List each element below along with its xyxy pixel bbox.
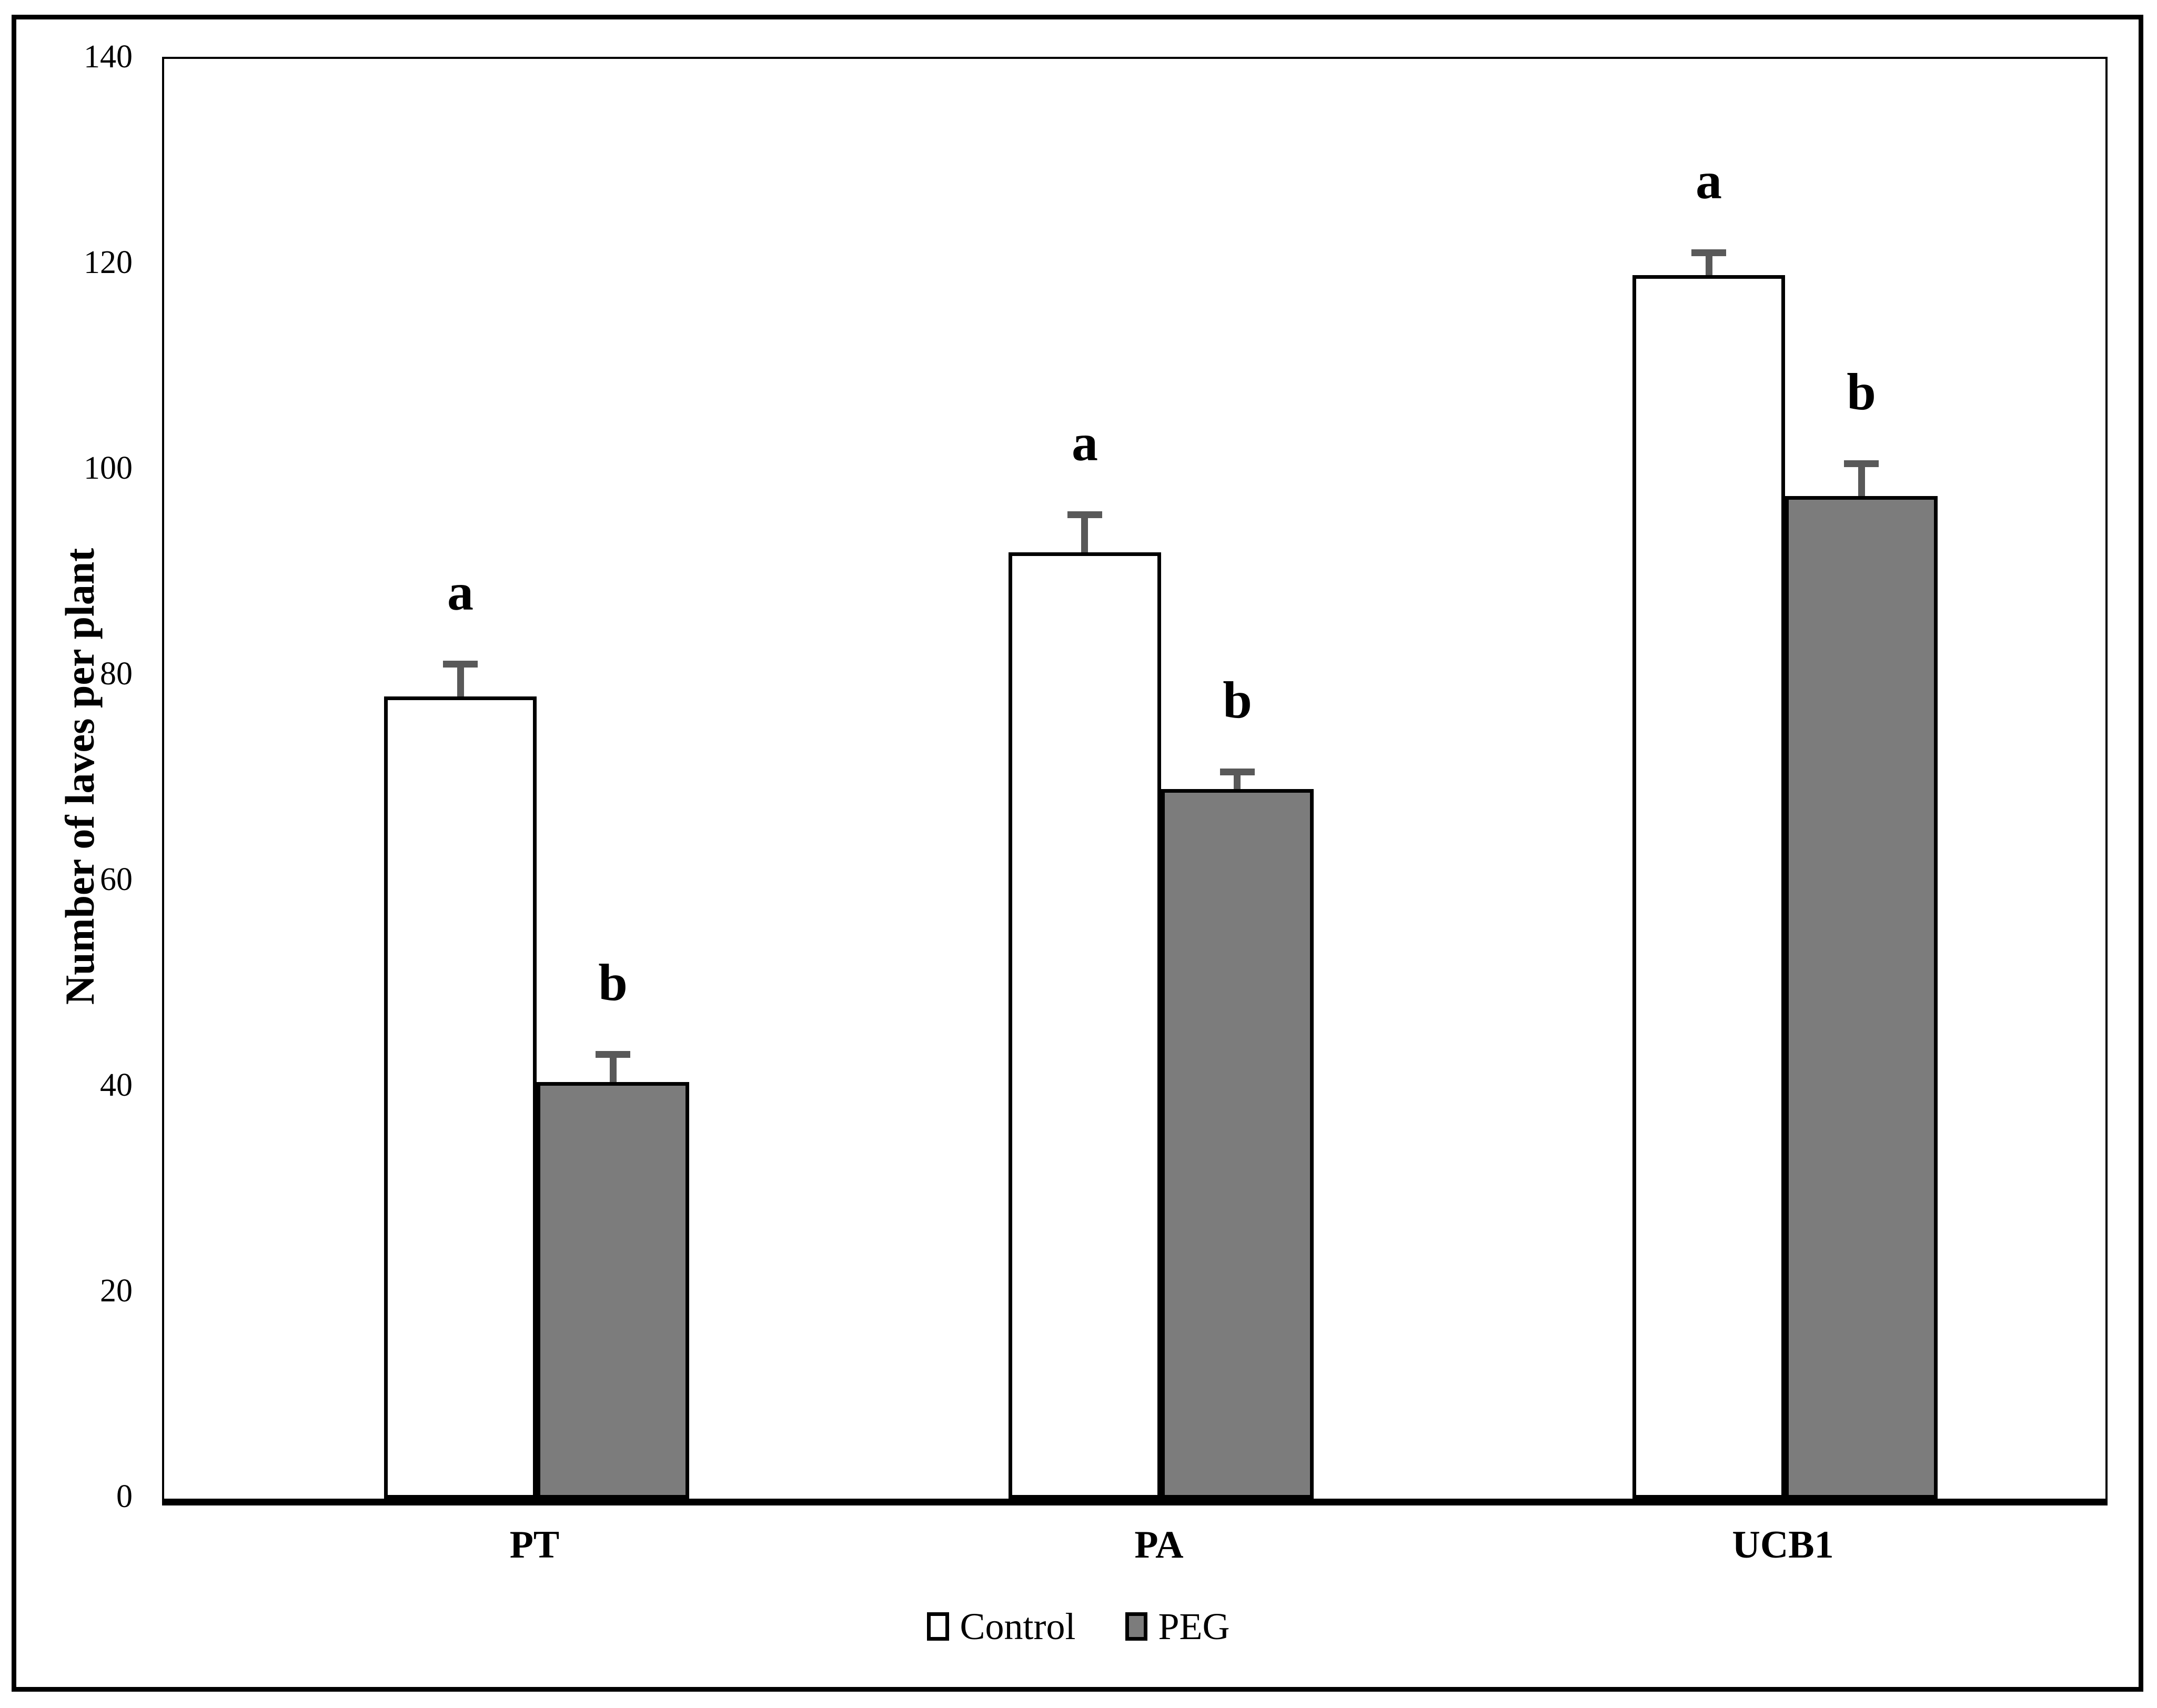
error-bar-stem: [610, 1051, 617, 1082]
y-tick-label-0: 0: [116, 1479, 133, 1514]
legend-item-peg: PEG: [1125, 1605, 1230, 1648]
x-category-label-ucb1: UCB1: [1732, 1523, 1834, 1566]
significance-letter: a: [1696, 151, 1722, 210]
y-tick-label-80: 80: [100, 656, 133, 692]
x-category-label-pa: PA: [1134, 1523, 1184, 1566]
significance-letter: a: [1072, 413, 1098, 472]
error-bar-cap: [596, 1051, 630, 1058]
y-tick-label-120: 120: [84, 245, 133, 280]
significance-letter: a: [447, 563, 473, 621]
y-tick-label-140: 140: [84, 39, 133, 75]
error-bar-cap: [443, 661, 478, 668]
error-bar-cap: [1067, 511, 1102, 518]
bar-peg-pt: [537, 1082, 689, 1499]
significance-letter: b: [1223, 671, 1252, 729]
y-axis-title: Number of laves per plant: [57, 548, 103, 1005]
legend-label: PEG: [1158, 1605, 1230, 1648]
legend-item-control: Control: [927, 1605, 1075, 1648]
bar-control-ucb1: [1632, 275, 1785, 1499]
figure-border: [12, 15, 2143, 1692]
legend-swatch-peg: [1125, 1612, 1148, 1641]
y-tick-label-20: 20: [100, 1273, 133, 1309]
bar-peg-pa: [1161, 789, 1314, 1499]
legend-swatch-control: [927, 1612, 950, 1641]
error-bar-stem: [1081, 511, 1088, 552]
error-bar-stem: [457, 661, 464, 696]
x-category-label-pt: PT: [509, 1523, 560, 1566]
error-bar-cap: [1691, 249, 1726, 256]
y-tick-label-40: 40: [100, 1067, 133, 1103]
error-bar-stem: [1858, 460, 1865, 496]
error-bar-cap: [1844, 460, 1879, 467]
plot-area: a b a b a b: [162, 57, 2108, 1505]
chart-legend: Control PEG: [0, 1605, 2157, 1648]
y-tick-label-100: 100: [84, 450, 133, 486]
significance-letter: b: [598, 953, 628, 1012]
error-bar-cap: [1220, 769, 1255, 775]
bar-control-pt: [384, 696, 537, 1499]
significance-letter: b: [1847, 362, 1876, 421]
y-tick-label-60: 60: [100, 862, 133, 897]
bar-peg-ucb1: [1785, 496, 1938, 1499]
bar-control-pa: [1009, 552, 1161, 1499]
legend-label: Control: [960, 1605, 1076, 1648]
